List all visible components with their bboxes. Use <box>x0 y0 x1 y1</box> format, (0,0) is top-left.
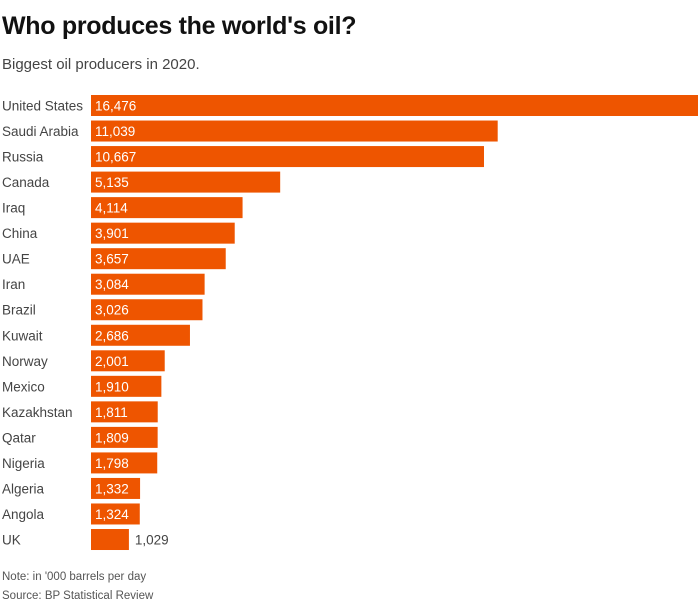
value-label: 3,026 <box>95 303 129 318</box>
value-label: 1,324 <box>95 507 129 522</box>
bar <box>91 197 243 219</box>
bar <box>91 529 129 551</box>
bar <box>91 273 205 295</box>
bar <box>91 503 140 525</box>
value-label: 3,901 <box>95 226 129 241</box>
bar <box>91 324 190 346</box>
value-label: 1,332 <box>95 481 129 496</box>
value-label: 1,910 <box>95 379 129 394</box>
bar <box>91 171 281 193</box>
bar <box>91 375 162 397</box>
chart-source: Source: BP Statistical Review <box>2 590 154 602</box>
bar <box>91 299 203 321</box>
bar-chart: United States 16,476 Saudi Arabia 11,039 Rus… <box>2 95 698 551</box>
category-label: Iraq <box>2 201 25 216</box>
category-label: China <box>2 226 38 241</box>
category-label: Saudi Arabia <box>2 124 79 139</box>
value-label: 2,001 <box>95 354 129 369</box>
value-label: 1,809 <box>95 430 129 445</box>
bar <box>91 401 158 423</box>
category-label: Norway <box>2 354 48 369</box>
bar <box>91 120 498 142</box>
category-label: Kazakhstan <box>2 405 73 420</box>
category-label: UAE <box>2 252 30 267</box>
category-label: Canada <box>2 175 50 190</box>
value-label: 10,667 <box>95 150 136 165</box>
category-label: Brazil <box>2 303 36 318</box>
category-label: Qatar <box>2 430 36 445</box>
category-label: Russia <box>2 150 44 165</box>
category-label: Algeria <box>2 481 45 496</box>
bar <box>91 350 165 372</box>
chart-note: Note: in '000 barrels per day <box>2 571 147 583</box>
value-label: 4,114 <box>95 201 128 216</box>
bar <box>91 95 698 116</box>
value-label: 11,039 <box>95 124 135 139</box>
value-label: 5,135 <box>95 175 129 190</box>
bar <box>91 146 484 168</box>
bar <box>91 222 235 244</box>
bar <box>91 248 226 270</box>
category-label: UK <box>2 533 21 548</box>
category-label: Kuwait <box>2 328 43 343</box>
bar <box>91 452 158 474</box>
category-label: United States <box>2 99 83 114</box>
bar <box>91 477 141 499</box>
bar <box>91 426 158 448</box>
value-label: 3,657 <box>95 252 129 267</box>
chart-subtitle: Biggest oil producers in 2020. <box>2 56 200 73</box>
chart-title: Who produces the world's oil? <box>2 12 357 40</box>
value-label: 1,029 <box>135 533 169 548</box>
value-label: 3,084 <box>95 277 129 292</box>
category-label: Iran <box>2 277 25 292</box>
value-label: 1,798 <box>95 456 129 471</box>
value-label: 1,811 <box>95 405 128 420</box>
category-label: Mexico <box>2 379 45 394</box>
value-label: 2,686 <box>95 328 129 343</box>
category-label: Nigeria <box>2 456 45 471</box>
value-label: 16,476 <box>95 99 136 114</box>
category-label: Angola <box>2 507 45 522</box>
